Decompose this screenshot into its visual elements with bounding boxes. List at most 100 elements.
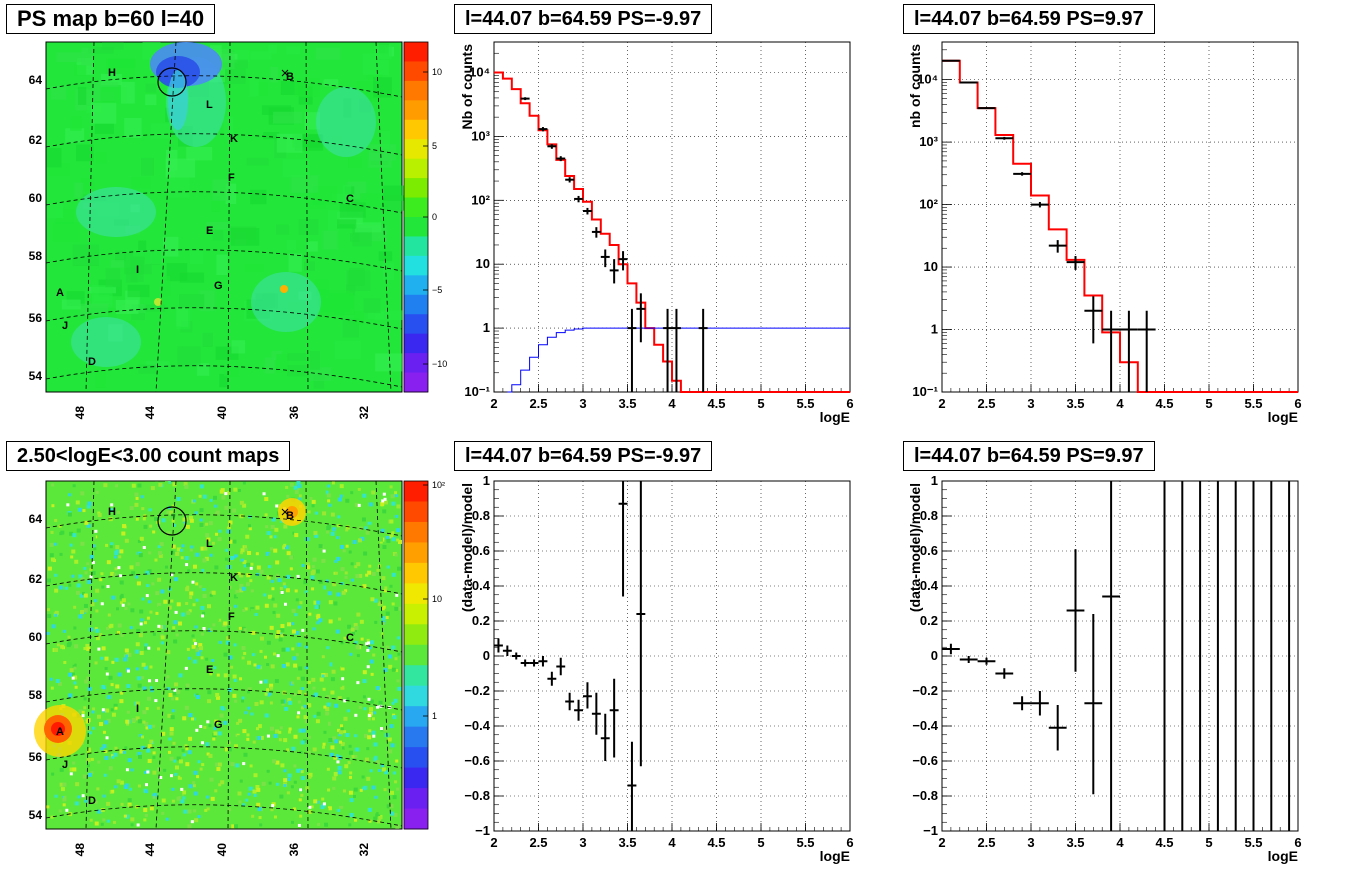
data-point <box>663 308 672 392</box>
data-point <box>574 195 583 203</box>
count-pixel <box>227 625 231 629</box>
count-pixel <box>149 739 154 744</box>
count-pixel <box>242 729 247 734</box>
map-patch <box>287 353 307 361</box>
count-pixel <box>47 544 51 548</box>
count-pixel <box>313 530 318 535</box>
count-pixel <box>128 787 132 791</box>
empty-pixel <box>276 654 280 658</box>
count-pixel <box>70 660 75 665</box>
x-tick-label: 4.5 <box>707 835 725 850</box>
map-patch <box>286 239 297 251</box>
empty-pixel <box>296 574 300 578</box>
count-pixel <box>389 519 394 524</box>
count-pixel <box>368 711 373 716</box>
map-patch <box>310 350 320 370</box>
count-pixel <box>367 570 372 575</box>
count-pixel <box>395 824 400 829</box>
y-tick-label: 10 <box>476 256 490 271</box>
count-pixel <box>326 702 331 707</box>
data-point <box>1031 201 1049 208</box>
count-pixel <box>362 679 367 684</box>
count-pixel <box>378 700 383 705</box>
count-pixel <box>202 505 206 509</box>
count-pixel <box>129 565 134 570</box>
count-hot-core <box>51 722 65 736</box>
map-patch <box>360 193 388 207</box>
count-pixel <box>241 696 245 700</box>
count-pixel <box>396 679 400 683</box>
count-pixel <box>213 495 218 500</box>
colorbar-tick-label: 10 <box>432 67 442 77</box>
count-pixel <box>344 764 349 769</box>
data-point <box>520 659 530 667</box>
count-pixel <box>58 524 62 528</box>
count-pixel <box>180 774 184 778</box>
map-patch <box>77 86 87 105</box>
count-pixel <box>368 819 372 823</box>
map-patch <box>282 159 311 178</box>
count-pixel <box>171 519 175 523</box>
colorbar-segment <box>404 747 428 769</box>
count-warm-core <box>286 506 298 518</box>
map-patch <box>234 50 250 62</box>
count-pixel <box>268 732 273 737</box>
count-pixel <box>266 640 271 645</box>
count-pixel <box>72 663 77 668</box>
count-pixel <box>114 555 118 559</box>
count-pixel <box>332 786 336 790</box>
count-pixel <box>390 494 395 499</box>
count-pixel <box>334 559 338 563</box>
count-pixel <box>247 792 251 796</box>
count-pixel <box>278 730 282 734</box>
count-pixel <box>298 798 302 802</box>
spectrum-neg-title: l=44.07 b=64.59 PS=-9.97 <box>454 4 713 34</box>
count-pixel <box>167 750 171 754</box>
count-pixel <box>143 490 147 494</box>
count-pixel <box>130 823 134 827</box>
target-circle <box>157 67 187 97</box>
x-axis-label: logE <box>820 848 850 864</box>
count-pixel <box>216 767 221 772</box>
count-pixel <box>99 578 103 582</box>
x-tick-label: 5.5 <box>1244 396 1262 411</box>
count-pixel <box>225 548 229 552</box>
count-pixel <box>86 562 90 566</box>
map-patch <box>202 332 213 347</box>
empty-pixel <box>381 499 385 503</box>
count-pixel <box>84 520 89 525</box>
count-pixel <box>397 606 402 611</box>
count-pixel <box>339 808 344 813</box>
count-pixel <box>73 706 78 711</box>
map-ytick-label: 62 <box>29 572 43 586</box>
count-pixel <box>130 608 135 613</box>
count-pixel <box>85 719 90 724</box>
map-patch <box>120 81 135 104</box>
count-pixel <box>282 545 287 550</box>
count-pixel <box>125 814 130 819</box>
count-pixel <box>95 628 100 633</box>
empty-pixel <box>382 492 386 496</box>
count-pixel <box>207 699 212 704</box>
count-pixel <box>311 499 316 504</box>
count-pixel <box>49 576 54 581</box>
x-tick-label: 5.5 <box>1244 835 1262 850</box>
count-pixel <box>220 706 225 711</box>
count-pixel <box>82 718 86 722</box>
count-pixel <box>177 775 182 780</box>
map-patch <box>177 346 201 367</box>
count-pixel <box>255 784 260 789</box>
colorbar-segment <box>404 372 428 393</box>
count-pixel <box>150 689 154 693</box>
map-grid-lat-line <box>45 75 403 98</box>
count-pixel <box>344 589 348 593</box>
map-patch <box>246 157 269 166</box>
count-pixel <box>187 569 191 573</box>
count-pixel <box>275 560 280 565</box>
count-pixel <box>102 730 106 734</box>
count-pixel <box>355 747 360 752</box>
count-pixel <box>357 538 362 543</box>
count-pixel <box>219 713 224 718</box>
count-pixel <box>248 515 252 519</box>
